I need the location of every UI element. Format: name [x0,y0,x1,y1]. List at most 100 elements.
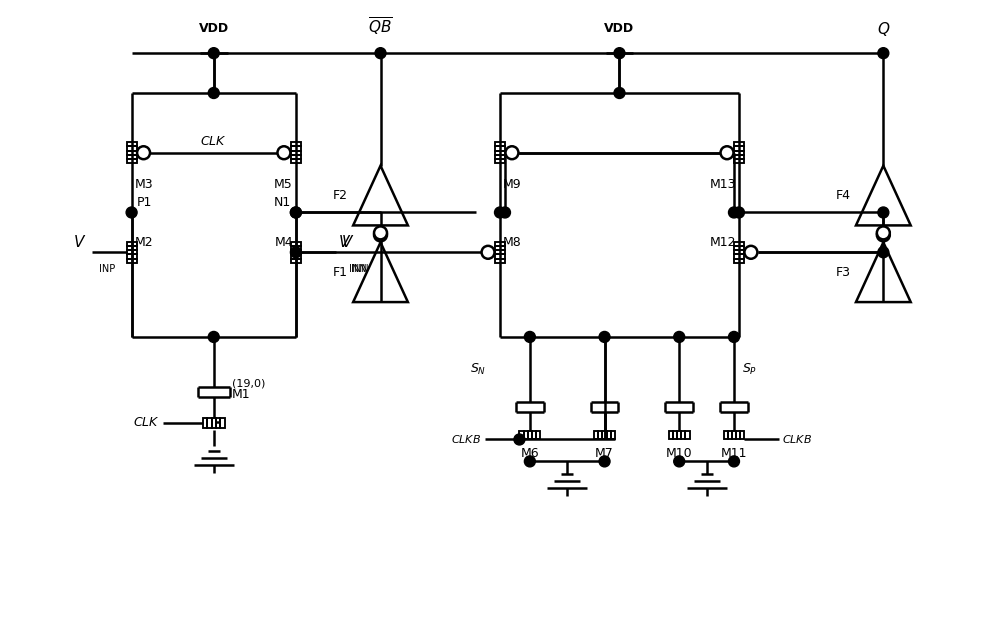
Bar [734,246,744,250]
Bar [495,155,505,159]
Bar [291,259,301,263]
Text: M12: M12 [709,236,736,249]
Text: INN: INN [351,265,368,274]
Text: M11: M11 [721,447,747,460]
Bar [291,250,301,254]
Bar [495,159,505,163]
Circle shape [721,146,733,159]
Circle shape [290,207,301,218]
Bar [127,259,137,263]
Bar [677,431,681,440]
Bar [734,155,744,159]
Bar [495,250,505,254]
Bar [495,254,505,259]
Circle shape [137,146,150,159]
Bar [669,431,673,440]
Circle shape [290,247,301,258]
Bar [495,146,505,151]
Bar [734,143,744,146]
Text: INN: INN [349,265,366,274]
Bar [532,431,536,440]
Text: $S_P$: $S_P$ [742,362,757,377]
Circle shape [614,87,625,98]
Circle shape [599,456,610,467]
Text: F1: F1 [333,266,348,279]
Bar [127,151,137,155]
Circle shape [878,247,889,258]
Circle shape [878,48,889,58]
Text: M5: M5 [274,178,293,191]
Text: $V$: $V$ [341,234,354,250]
Circle shape [878,207,889,218]
Bar [127,254,137,259]
Bar [594,431,598,440]
Text: VDD: VDD [199,22,229,35]
Text: F4: F4 [836,189,851,202]
Circle shape [495,207,505,218]
Bar [536,431,540,440]
Circle shape [674,331,685,342]
Bar [127,146,137,151]
Bar [291,242,301,246]
Text: $V$: $V$ [73,234,87,250]
Circle shape [374,227,387,239]
Text: INP: INP [99,265,115,274]
Circle shape [208,48,219,58]
Bar [728,431,732,440]
Circle shape [524,456,535,467]
Text: $CLKB$: $CLKB$ [782,433,812,446]
Bar [127,143,137,146]
Bar [724,431,728,440]
Circle shape [290,207,301,218]
Circle shape [514,434,525,445]
Bar [734,159,744,163]
Bar [740,431,744,440]
Bar [673,431,677,440]
Circle shape [744,246,757,259]
Text: M3: M3 [135,178,153,191]
Circle shape [375,48,386,58]
Circle shape [877,229,890,241]
Bar [127,250,137,254]
Text: $Q$: $Q$ [877,21,890,39]
Text: M2: M2 [135,236,153,249]
Text: M1: M1 [232,388,250,401]
Text: VDD: VDD [604,22,635,35]
Bar [495,259,505,263]
Bar [736,431,740,440]
Text: P1: P1 [137,196,152,209]
Bar [495,242,505,246]
Circle shape [877,227,890,239]
Bar [127,155,137,159]
Circle shape [482,246,495,259]
Bar [732,431,736,440]
Circle shape [729,331,739,342]
Bar [611,431,615,440]
Bar [207,417,212,428]
Bar [291,155,301,159]
Text: N1: N1 [274,196,291,209]
Text: M9: M9 [503,178,522,191]
Bar [528,431,532,440]
Bar [291,254,301,259]
Circle shape [733,207,744,218]
Text: M7: M7 [595,447,614,460]
Bar [291,159,301,163]
Circle shape [374,229,387,241]
Bar [685,431,690,440]
Circle shape [614,48,625,58]
Circle shape [277,146,290,159]
Text: $V$: $V$ [338,234,351,250]
Bar [291,146,301,151]
Bar [216,417,220,428]
Bar [212,417,216,428]
Bar [127,159,137,163]
Text: $\overline{QB}$: $\overline{QB}$ [368,16,393,39]
Text: $CLK$: $CLK$ [200,135,227,148]
Bar [495,246,505,250]
Bar [602,431,607,440]
Text: M13: M13 [709,178,736,191]
Text: $CLK$: $CLK$ [133,416,160,429]
Bar [598,431,602,440]
Bar [607,431,611,440]
